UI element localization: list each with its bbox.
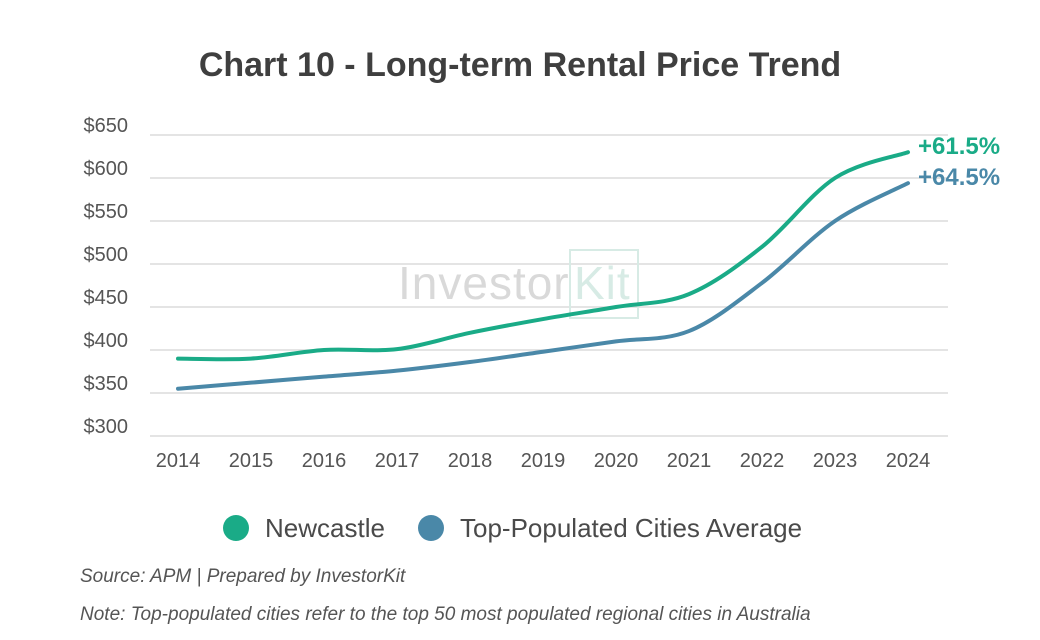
- y-tick-label: $550: [84, 201, 129, 223]
- y-tick-label: $650: [84, 115, 129, 137]
- legend-marker-top-populated: [418, 515, 444, 541]
- watermark-text-kit: Kit: [574, 257, 631, 309]
- x-tick-label: 2014: [156, 450, 201, 472]
- y-tick-label: $600: [84, 158, 129, 180]
- series-line-newcastle: [176, 150, 910, 362]
- y-axis-ticks: $650 $600 $550 $500 $450 $400 $350 $300: [84, 115, 129, 438]
- y-tick-label: $300: [84, 416, 129, 438]
- x-tick-label: 2022: [740, 450, 785, 472]
- series-lines: [176, 150, 910, 391]
- x-tick-label: 2024: [886, 450, 931, 472]
- y-tick-label: $450: [84, 287, 129, 309]
- x-tick-label: 2019: [521, 450, 566, 472]
- x-tick-label: 2015: [229, 450, 274, 472]
- legend: Newcastle Top-Populated Cities Average: [223, 513, 802, 543]
- end-labels: +61.5% +64.5%: [918, 133, 1000, 191]
- y-tick-label: $400: [84, 330, 129, 352]
- legend-label-top-populated: Top-Populated Cities Average: [460, 513, 802, 543]
- footnote: Note: Top-populated cities refer to the …: [80, 604, 811, 625]
- end-label-newcastle: +61.5%: [918, 133, 1000, 160]
- watermark: Investor Kit: [398, 249, 639, 319]
- source-note: Source: APM | Prepared by InvestorKit: [80, 566, 406, 587]
- legend-marker-newcastle: [223, 515, 249, 541]
- x-tick-label: 2017: [375, 450, 420, 472]
- watermark-text-investor: Investor: [398, 257, 570, 309]
- legend-label-newcastle: Newcastle: [265, 513, 385, 543]
- x-axis-ticks: 2014 2015 2016 2017 2018 2019 2020 2021 2022 2023…: [156, 450, 931, 472]
- watermark-box: [569, 249, 639, 319]
- x-tick-label: 2023: [813, 450, 858, 472]
- x-tick-label: 2016: [302, 450, 347, 472]
- y-tick-label: $500: [84, 244, 129, 266]
- series-line-top-populated: [176, 181, 910, 391]
- y-tick-label: $350: [84, 373, 129, 395]
- x-tick-label: 2020: [594, 450, 639, 472]
- x-tick-label: 2018: [448, 450, 493, 472]
- x-tick-label: 2021: [667, 450, 712, 472]
- end-label-top-populated: +64.5%: [918, 164, 1000, 191]
- chart-title: Chart 10 - Long-term Rental Price Trend: [199, 46, 841, 84]
